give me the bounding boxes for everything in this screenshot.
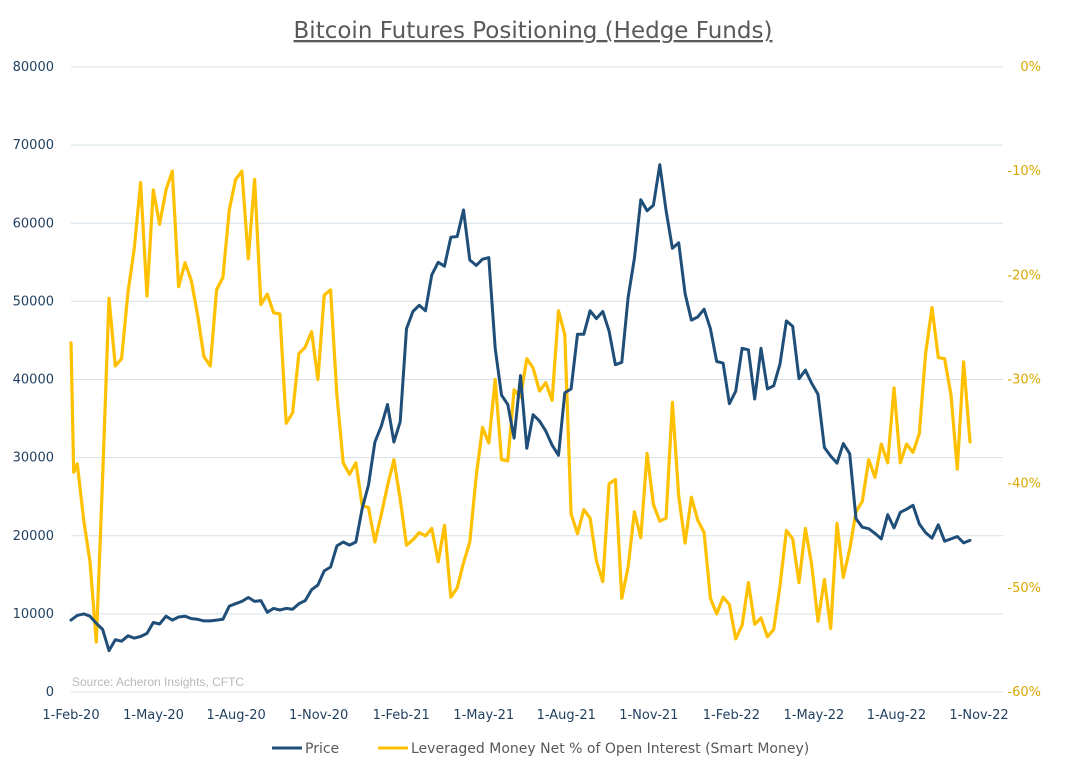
x-axis-tick-label: 1-Feb-21 [373, 708, 430, 723]
x-axis-tick-labels: 1-Feb-20 1-May-20 1-Aug-20 1-Nov-20 1-Feb-21… [42, 708, 1008, 723]
x-axis-tick-label: 1-Aug-21 [537, 708, 596, 723]
left-axis-tick-label: 10000 [13, 607, 54, 622]
left-axis-tick-label: 30000 [13, 451, 54, 466]
series-line-leveraged-money [69, 169, 972, 644]
x-axis-tick-label: 1-May-21 [453, 708, 514, 723]
legend: Price Leveraged Money Net % of Open Inte… [272, 741, 809, 757]
left-axis-tick-label: 60000 [13, 216, 54, 231]
x-axis-tick-label: 1-Aug-20 [206, 708, 265, 723]
series-lines [69, 163, 972, 653]
source-note: Source: Acheron Insights, CFTC [72, 675, 244, 689]
x-axis-tick-label: 1-Nov-21 [619, 708, 678, 723]
series-line-price [69, 163, 972, 653]
left-axis-tick-labels: 0 10000 20000 30000 40000 50000 60000 70000 8000… [13, 60, 54, 700]
left-axis-tick-label: 70000 [13, 138, 54, 153]
left-axis-tick-label: 80000 [13, 60, 54, 75]
left-axis-tick-label: 40000 [13, 373, 54, 388]
right-axis-tick-label: -30% [1007, 373, 1041, 388]
right-axis-tick-label: -50% [1007, 581, 1041, 596]
right-axis-tick-label: -60% [1007, 685, 1041, 700]
x-axis-tick-label: 1-Feb-20 [42, 708, 99, 723]
chart-title: Bitcoin Futures Positioning (Hedge Funds… [294, 18, 773, 44]
x-axis-tick-label: 1-May-22 [783, 708, 844, 723]
legend-label-leveraged: Leveraged Money Net % of Open Interest (… [411, 741, 809, 757]
right-axis-tick-label: -20% [1007, 268, 1041, 283]
x-axis-tick-label: 1-Nov-22 [949, 708, 1008, 723]
x-axis-tick-label: 1-Aug-22 [867, 708, 926, 723]
right-axis-tick-label: -40% [1007, 477, 1041, 492]
left-axis-tick-label: 50000 [13, 294, 54, 309]
x-axis-tick-label: 1-Nov-20 [289, 708, 348, 723]
right-axis-tick-label: 0% [1020, 60, 1041, 75]
x-axis-tick-label: 1-Feb-22 [703, 708, 760, 723]
left-axis-tick-label: 0 [46, 685, 54, 700]
right-axis-tick-label: -10% [1007, 164, 1041, 179]
legend-label-price: Price [305, 741, 339, 757]
left-axis-tick-label: 20000 [13, 529, 54, 544]
x-axis-tick-label: 1-May-20 [123, 708, 184, 723]
right-axis-tick-labels: -60% -50% -40% -30% -20% -10% 0% [1007, 60, 1041, 700]
